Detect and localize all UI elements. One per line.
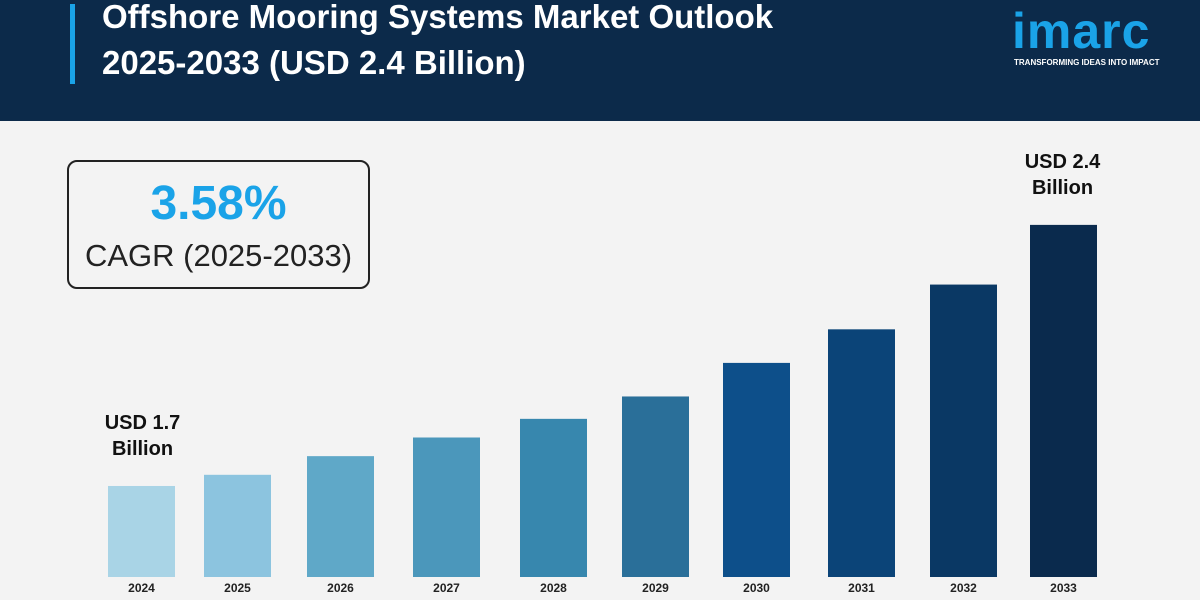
- bar-2025: [204, 474, 271, 577]
- logo-tagline: TRANSFORMING IDEAS INTO IMPACT: [1014, 58, 1160, 67]
- x-tick-label: 2029: [642, 581, 669, 595]
- bar-2029: [622, 396, 689, 577]
- bar-2028: [520, 418, 587, 577]
- x-tick-label: 2030: [743, 581, 770, 595]
- end-value-line-2: Billion: [1031, 177, 1094, 199]
- x-tick-label: 2032: [950, 581, 977, 595]
- end-value-annotation: USD 2.4 Billion: [1000, 149, 1125, 201]
- x-tick-label: 2026: [327, 581, 354, 595]
- title-line-1: Offshore Mooring Systems Market Outlook: [102, 0, 774, 35]
- logo-wordmark: imarc: [1012, 3, 1151, 59]
- x-tick-label: 2033: [1050, 581, 1077, 595]
- bar-2031: [828, 329, 895, 577]
- x-tick-label: 2025: [224, 581, 251, 595]
- title-line-2: 2025-2033 (USD 2.4 Billion): [102, 44, 526, 81]
- start-value-line-1: USD 1.7: [104, 412, 181, 434]
- bar-2032: [930, 284, 997, 577]
- bar-2026: [307, 456, 374, 577]
- start-value-annotation: USD 1.7 Billion: [80, 410, 205, 462]
- header-banner: Offshore Mooring Systems Market Outlook …: [0, 0, 1200, 121]
- bar-2033: [1030, 224, 1097, 577]
- page-title: Offshore Mooring Systems Market Outlook …: [102, 0, 773, 86]
- bar-2024: [108, 485, 175, 577]
- cagr-value: 3.58%: [150, 177, 287, 230]
- imarc-logo: imarc TRANSFORMING IDEAS INTO IMPACT: [1010, 2, 1165, 72]
- bar-2030: [723, 362, 790, 577]
- title-accent-bar: [70, 4, 75, 84]
- x-tick-label: 2027: [433, 581, 460, 595]
- end-value-line-1: USD 2.4: [1024, 151, 1101, 173]
- x-tick-label: 2024: [128, 581, 155, 595]
- bar-2027: [413, 437, 480, 577]
- x-tick-label: 2031: [848, 581, 875, 595]
- start-value-line-2: Billion: [111, 438, 174, 460]
- cagr-box: 3.58% CAGR (2025-2033): [67, 160, 370, 289]
- x-tick-label: 2028: [540, 581, 567, 595]
- cagr-label: CAGR (2025-2033): [84, 238, 353, 273]
